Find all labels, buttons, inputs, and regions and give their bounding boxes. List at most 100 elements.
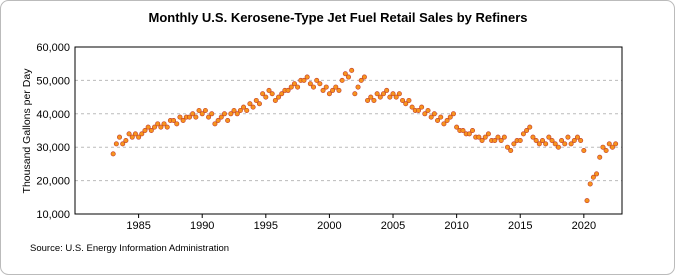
point [584,198,590,204]
point [120,141,126,147]
point [613,141,619,147]
point [171,117,177,123]
point [218,114,224,120]
point [578,138,584,144]
point [215,117,221,123]
y-tick-label: 50,000 [36,75,70,87]
point [158,124,164,130]
x-tick-label: 2015 [508,220,532,232]
point [285,87,291,93]
point [132,131,138,137]
point [234,111,240,117]
x-tick-label: 2005 [381,220,405,232]
point [568,141,574,147]
point [279,91,285,97]
point [527,124,533,130]
point [368,94,374,100]
point [123,138,129,144]
point [155,121,161,127]
point [180,117,186,123]
point [260,91,266,97]
source: Source: U.S. Energy Information Administ… [30,243,229,254]
point [326,91,332,97]
point [594,171,600,177]
point [508,148,514,154]
point [546,134,552,140]
point [365,97,371,103]
point [225,117,231,123]
point [196,107,202,113]
point [597,154,603,160]
x-tick-label: 2010 [444,220,468,232]
point [193,114,199,120]
point [533,138,539,144]
point [419,104,425,110]
point [406,97,412,103]
point [307,81,313,87]
x-tick-label: 1995 [254,220,278,232]
point [530,134,536,140]
point [291,81,297,87]
y-tick-label: 60,000 [36,42,70,54]
point [288,84,294,90]
point [231,107,237,113]
point [400,97,406,103]
point [161,121,167,127]
point [139,131,145,137]
point [492,138,498,144]
point [479,138,485,144]
point [126,131,132,137]
point [113,141,119,147]
point [380,91,386,97]
point [552,141,558,147]
point [136,134,142,140]
point [454,124,460,130]
point [330,87,336,93]
point [466,131,472,137]
point [301,77,307,83]
point [174,121,180,127]
point [237,107,243,113]
point [253,97,259,103]
point [600,144,606,150]
point [495,134,501,140]
point [244,107,250,113]
point [304,74,310,80]
point [209,111,215,117]
point [422,111,428,117]
point [444,117,450,123]
point [606,141,612,147]
point [435,117,441,123]
point [549,138,555,144]
point [317,81,323,87]
point [498,138,504,144]
point [396,91,402,97]
point [559,138,565,144]
point [295,84,301,90]
point [129,134,135,140]
point [517,138,523,144]
point [142,128,148,134]
point [212,121,218,127]
point [177,114,183,120]
point [336,87,342,93]
point [590,174,596,180]
point [565,134,571,140]
point [199,111,205,117]
point [276,94,282,100]
chart-title: Monthly U.S. Kerosene-Type Jet Fuel Reta… [148,10,527,25]
point [450,111,456,117]
point [501,134,507,140]
point [374,91,380,97]
point [355,84,361,90]
point [470,128,476,134]
y-tick-label: 40,000 [36,109,70,121]
point [266,87,272,93]
point [117,134,123,140]
point [536,141,542,147]
point [256,101,262,107]
point [320,87,326,93]
point [323,84,329,90]
point [482,134,488,140]
